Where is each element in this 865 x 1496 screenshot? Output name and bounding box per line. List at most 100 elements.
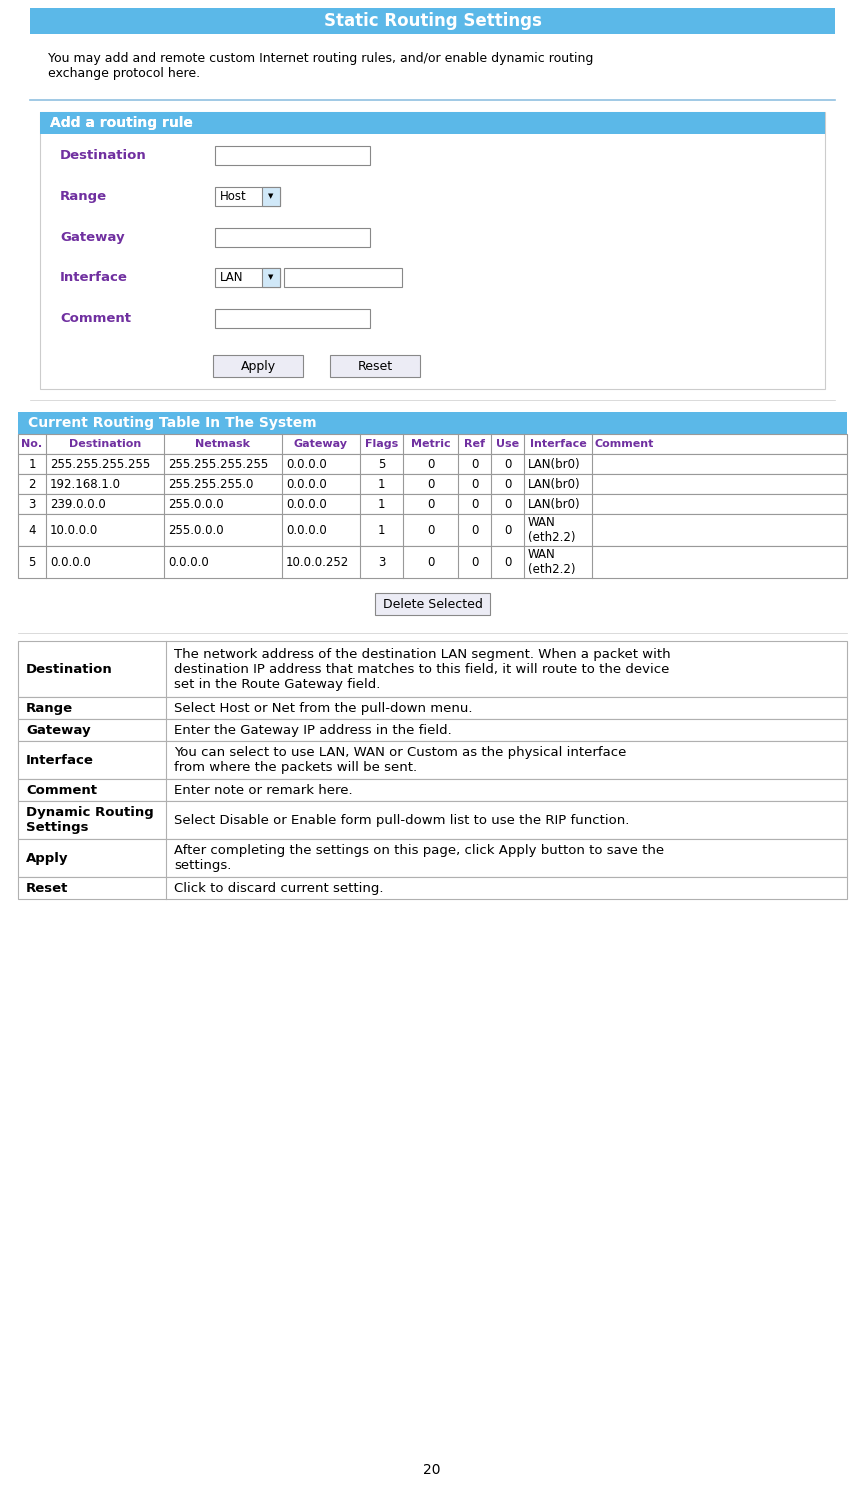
Text: Comment: Comment bbox=[26, 784, 97, 796]
Bar bbox=[262, 187, 280, 206]
Text: Comment: Comment bbox=[595, 438, 654, 449]
Text: Select Disable or Enable form pull-dowm list to use the RIP function.: Select Disable or Enable form pull-dowm … bbox=[174, 814, 630, 826]
Bar bbox=[30, 7, 835, 34]
Text: Range: Range bbox=[60, 190, 107, 202]
Text: 255.255.255.255: 255.255.255.255 bbox=[168, 458, 268, 471]
Text: 0: 0 bbox=[503, 524, 511, 537]
Text: 192.168.1.0: 192.168.1.0 bbox=[50, 477, 121, 491]
Bar bbox=[18, 494, 847, 515]
Text: Comment: Comment bbox=[60, 311, 131, 325]
Text: WAN
(eth2.2): WAN (eth2.2) bbox=[528, 516, 575, 545]
Bar bbox=[330, 355, 420, 377]
Text: 239.0.0.0: 239.0.0.0 bbox=[50, 498, 106, 510]
Bar bbox=[18, 697, 847, 720]
Bar bbox=[284, 268, 402, 287]
Bar bbox=[18, 411, 847, 434]
Text: 1: 1 bbox=[378, 477, 385, 491]
Text: 0: 0 bbox=[426, 477, 434, 491]
Text: Static Routing Settings: Static Routing Settings bbox=[324, 12, 541, 30]
Text: The network address of the destination LAN segment. When a packet with
destinati: The network address of the destination L… bbox=[174, 648, 670, 691]
Text: Interface: Interface bbox=[529, 438, 586, 449]
Bar bbox=[40, 112, 825, 135]
Text: 0: 0 bbox=[426, 555, 434, 568]
Text: Ref: Ref bbox=[464, 438, 485, 449]
Text: 1: 1 bbox=[378, 498, 385, 510]
Text: 0: 0 bbox=[503, 498, 511, 510]
Bar bbox=[215, 268, 280, 287]
Text: Host: Host bbox=[220, 190, 247, 202]
Text: 5: 5 bbox=[29, 555, 35, 568]
Text: Add a routing rule: Add a routing rule bbox=[50, 117, 193, 130]
Text: 2: 2 bbox=[29, 477, 35, 491]
Text: Interface: Interface bbox=[26, 754, 94, 766]
Text: 1: 1 bbox=[29, 458, 35, 471]
Text: LAN: LAN bbox=[220, 271, 244, 284]
Text: Range: Range bbox=[26, 702, 74, 715]
Text: Enter note or remark here.: Enter note or remark here. bbox=[174, 784, 353, 796]
Text: ▼: ▼ bbox=[268, 274, 273, 280]
Text: 3: 3 bbox=[29, 498, 35, 510]
Text: Use: Use bbox=[496, 438, 519, 449]
Text: Select Host or Net from the pull-down menu.: Select Host or Net from the pull-down me… bbox=[174, 702, 472, 715]
Text: 0: 0 bbox=[426, 458, 434, 471]
Text: Destination: Destination bbox=[26, 663, 112, 676]
Text: Interface: Interface bbox=[60, 271, 128, 284]
Text: 0.0.0.0: 0.0.0.0 bbox=[286, 458, 327, 471]
Text: LAN(br0): LAN(br0) bbox=[528, 477, 580, 491]
Text: 0: 0 bbox=[471, 524, 478, 537]
Text: ▼: ▼ bbox=[268, 193, 273, 199]
Text: Reset: Reset bbox=[26, 881, 68, 895]
Text: 0: 0 bbox=[471, 458, 478, 471]
Text: 255.0.0.0: 255.0.0.0 bbox=[168, 524, 224, 537]
Text: 0: 0 bbox=[503, 555, 511, 568]
Bar bbox=[18, 515, 847, 546]
Text: 0: 0 bbox=[426, 524, 434, 537]
Bar bbox=[18, 434, 847, 453]
Text: 255.255.255.255: 255.255.255.255 bbox=[50, 458, 151, 471]
Bar bbox=[215, 147, 370, 165]
Text: 1: 1 bbox=[378, 524, 385, 537]
Bar bbox=[375, 592, 490, 615]
Bar bbox=[215, 187, 280, 206]
Text: 0.0.0.0: 0.0.0.0 bbox=[286, 498, 327, 510]
Text: Enter the Gateway IP address in the field.: Enter the Gateway IP address in the fiel… bbox=[174, 724, 452, 736]
Text: 255.255.255.0: 255.255.255.0 bbox=[168, 477, 253, 491]
Bar bbox=[18, 741, 847, 779]
Bar bbox=[18, 474, 847, 494]
Bar bbox=[18, 877, 847, 899]
Text: You may add and remote custom Internet routing rules, and/or enable dynamic rout: You may add and remote custom Internet r… bbox=[48, 52, 593, 79]
Bar bbox=[18, 453, 847, 474]
Text: You can select to use LAN, WAN or Custom as the physical interface
from where th: You can select to use LAN, WAN or Custom… bbox=[174, 747, 626, 773]
Text: No.: No. bbox=[22, 438, 42, 449]
Text: Metric: Metric bbox=[411, 438, 451, 449]
Text: Add a routing rule: Add a routing rule bbox=[50, 117, 193, 130]
Text: LAN(br0): LAN(br0) bbox=[528, 498, 580, 510]
Text: Flags: Flags bbox=[365, 438, 398, 449]
Text: 255.0.0.0: 255.0.0.0 bbox=[168, 498, 224, 510]
Text: 0: 0 bbox=[426, 498, 434, 510]
Text: Destination: Destination bbox=[69, 438, 141, 449]
Text: 20: 20 bbox=[423, 1463, 441, 1477]
Bar bbox=[18, 800, 847, 839]
Text: Click to discard current setting.: Click to discard current setting. bbox=[174, 881, 383, 895]
Bar bbox=[213, 355, 303, 377]
Bar bbox=[18, 839, 847, 877]
Text: 0: 0 bbox=[471, 477, 478, 491]
Bar bbox=[18, 720, 847, 741]
Text: Delete Selected: Delete Selected bbox=[382, 597, 483, 610]
Bar bbox=[40, 112, 825, 135]
Bar bbox=[18, 640, 847, 697]
Text: 0.0.0.0: 0.0.0.0 bbox=[168, 555, 208, 568]
Text: 3: 3 bbox=[378, 555, 385, 568]
Text: 0: 0 bbox=[503, 477, 511, 491]
Text: Destination: Destination bbox=[60, 148, 147, 162]
Text: Gateway: Gateway bbox=[294, 438, 348, 449]
Text: 0: 0 bbox=[503, 458, 511, 471]
Bar bbox=[215, 227, 370, 247]
Text: Apply: Apply bbox=[26, 851, 68, 865]
Bar bbox=[18, 779, 847, 800]
Text: 0.0.0.0: 0.0.0.0 bbox=[50, 555, 91, 568]
Text: Dynamic Routing
Settings: Dynamic Routing Settings bbox=[26, 806, 154, 833]
Text: LAN(br0): LAN(br0) bbox=[528, 458, 580, 471]
Text: 5: 5 bbox=[378, 458, 385, 471]
